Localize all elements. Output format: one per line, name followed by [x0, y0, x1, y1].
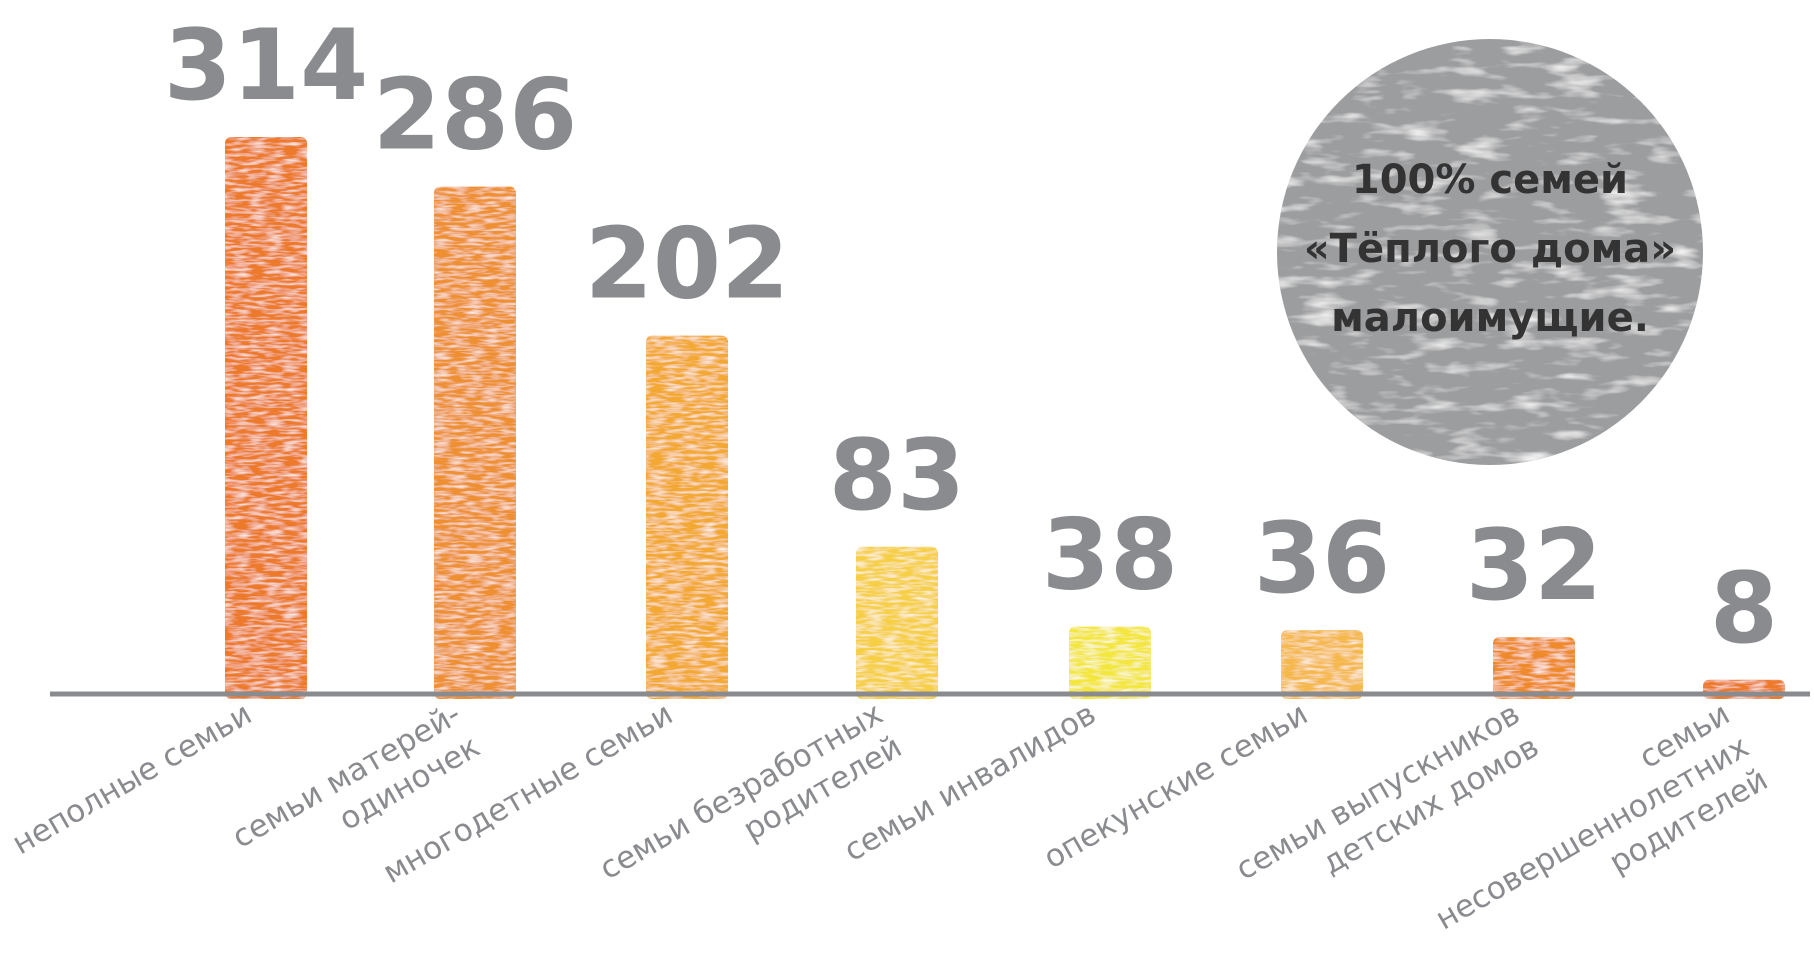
note-line-3: малоимущие.: [1331, 295, 1649, 341]
note-line-1: 100% семей: [1352, 157, 1628, 203]
bar: [856, 546, 938, 699]
category-label: неполные семьи: [6, 696, 258, 862]
value-label: 36: [1254, 502, 1390, 616]
bar: [1281, 630, 1363, 699]
bar: [646, 335, 728, 699]
note-circle: [1277, 39, 1703, 465]
value-label: 314: [164, 9, 369, 123]
note-badge: 100% семей «Тёплого дома» малоимущие.: [1277, 39, 1703, 465]
bar: [1069, 626, 1151, 699]
value-label: 83: [829, 419, 965, 533]
value-label: 38: [1042, 499, 1178, 613]
value-label: 286: [373, 59, 578, 173]
bar: [434, 186, 516, 699]
value-label: 202: [585, 208, 790, 322]
note-line-2: «Тёплого дома»: [1304, 226, 1676, 272]
bar: [1493, 637, 1575, 699]
bars-group: [225, 137, 1785, 699]
bar: [225, 137, 307, 699]
value-label: 8: [1710, 552, 1778, 666]
value-label: 32: [1466, 509, 1602, 623]
